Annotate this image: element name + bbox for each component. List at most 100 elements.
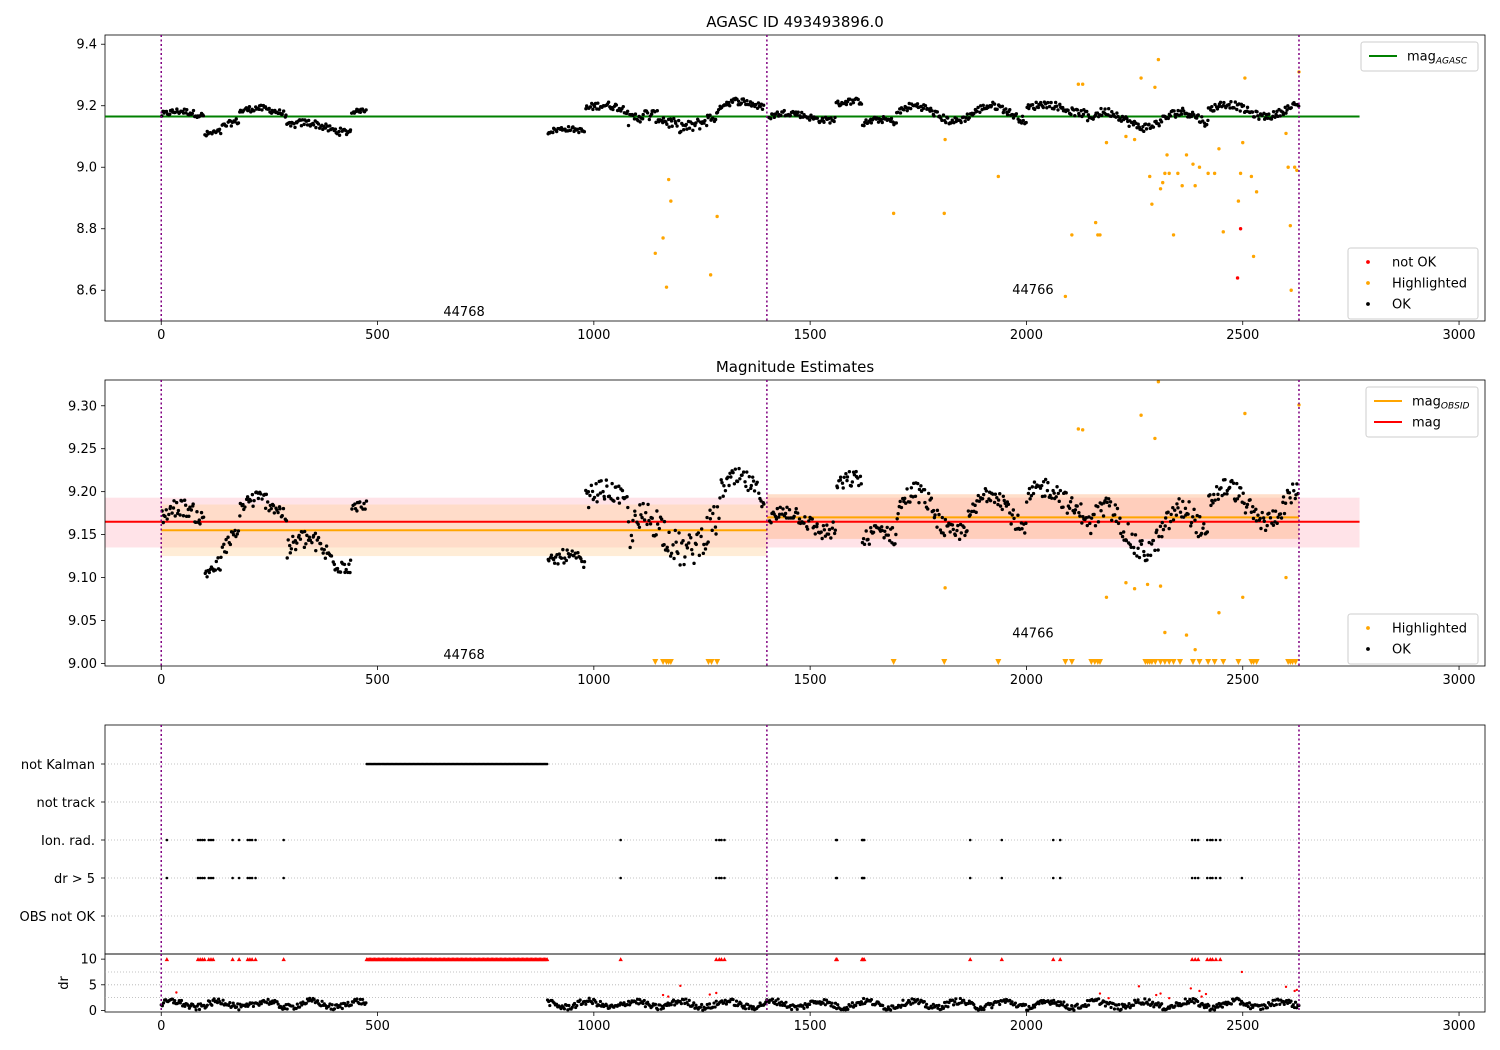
dr-ok-point [746, 1002, 750, 1007]
ok-point [1179, 109, 1183, 113]
highlighted-point [1243, 411, 1247, 416]
ok-point [828, 121, 832, 125]
dr-ok-point [355, 997, 359, 1001]
ok-point [792, 514, 796, 519]
ok-point [1001, 494, 1006, 498]
ok-point [659, 517, 664, 521]
ok-point [589, 483, 594, 488]
dr-capped-marker [834, 957, 840, 962]
ok-point [335, 566, 340, 571]
ok-point [1273, 115, 1277, 119]
ok-point [820, 116, 825, 120]
ok-point [1085, 523, 1089, 528]
ok-point [1222, 100, 1226, 105]
ok-point [173, 514, 177, 518]
dr-gt-5-point [1190, 876, 1194, 880]
ok-point [968, 513, 972, 517]
dr-ok-point [946, 1005, 950, 1009]
ok-point [777, 515, 781, 519]
ok-point [698, 127, 702, 131]
dr-gt-5-point [1211, 876, 1214, 880]
ok-point [307, 535, 312, 539]
agasc-legend-upper-subscript: AGASC [1435, 57, 1468, 67]
ok-point [675, 124, 679, 128]
dr-ok-point [1282, 1002, 1286, 1006]
ok-point [718, 496, 722, 500]
ok-point [604, 478, 609, 482]
ok-point [861, 536, 866, 541]
ok-point [898, 111, 903, 115]
highlighted-clipped-marker [1211, 659, 1218, 665]
ok-point [1232, 106, 1236, 110]
ok-point [690, 552, 695, 556]
ok-point [1249, 510, 1254, 514]
dr-capped-marker [968, 957, 973, 962]
dr-ok-point [1201, 1003, 1205, 1007]
ok-point [692, 561, 696, 566]
ok-point [775, 506, 780, 511]
dr-ok-point [1050, 1001, 1055, 1005]
ok-point [1160, 520, 1164, 525]
ok-point [1216, 492, 1220, 497]
ok-point [998, 492, 1002, 496]
ok-point [883, 529, 887, 533]
ok-point [1034, 100, 1038, 105]
ok-point [783, 511, 788, 516]
highlighted-point [1284, 131, 1288, 136]
ok-point [1130, 532, 1134, 536]
ok-point [1011, 508, 1016, 512]
ok-point [316, 122, 321, 126]
ok-point [805, 527, 810, 531]
ok-point [735, 479, 740, 484]
highlighted-point [653, 251, 657, 256]
agasc-legend-lower-dot-swatch [1366, 260, 1370, 264]
ok-point [364, 108, 368, 112]
ok-point [649, 112, 654, 116]
ok-point [705, 515, 709, 520]
dr-flagged-point [1168, 996, 1171, 1000]
ok-point [1028, 497, 1032, 501]
dr-ok-point [197, 1007, 202, 1012]
ok-point [819, 119, 823, 123]
dr-ok-point [605, 1004, 609, 1008]
ok-point [1262, 111, 1266, 116]
x-tick-label: 0 [157, 328, 165, 343]
dr-ok-point [805, 1005, 809, 1009]
ok-point [1193, 518, 1197, 522]
ok-point [314, 548, 318, 553]
ok-point [584, 488, 588, 493]
dr-flagged-point [1284, 985, 1288, 989]
ok-point [647, 117, 652, 122]
ok-point [989, 103, 994, 108]
dr-gt-5-point [201, 876, 204, 880]
ok-point [1169, 512, 1173, 517]
y-tick-label: 9.20 [68, 485, 97, 500]
ok-point [1072, 108, 1076, 112]
dr-ok-point [1160, 1002, 1164, 1006]
highlighted-point [1148, 174, 1152, 179]
ok-point [856, 476, 860, 480]
ok-point [1166, 116, 1171, 121]
ok-point [233, 120, 237, 124]
ok-point [919, 484, 923, 488]
ok-point [219, 131, 223, 136]
ok-point [1235, 481, 1239, 486]
ok-point [308, 538, 313, 542]
ok-point [1183, 506, 1188, 511]
x-tick-label: 2500 [1226, 328, 1259, 343]
highlighted-point [1217, 611, 1221, 615]
ok-point [338, 570, 343, 574]
dr-ok-point [1247, 1001, 1252, 1005]
ok-point [755, 106, 760, 110]
ok-point [779, 113, 783, 118]
dr-ok-point [266, 997, 270, 1001]
ok-point [586, 490, 591, 494]
ok-point [236, 529, 241, 533]
ok-point [1128, 542, 1132, 547]
ok-point [723, 103, 728, 107]
ok-point [201, 515, 206, 519]
ion-rad-point [211, 838, 215, 842]
dr-ok-point [622, 1001, 626, 1005]
ion-rad-point [723, 838, 726, 842]
ok-point [850, 480, 855, 484]
